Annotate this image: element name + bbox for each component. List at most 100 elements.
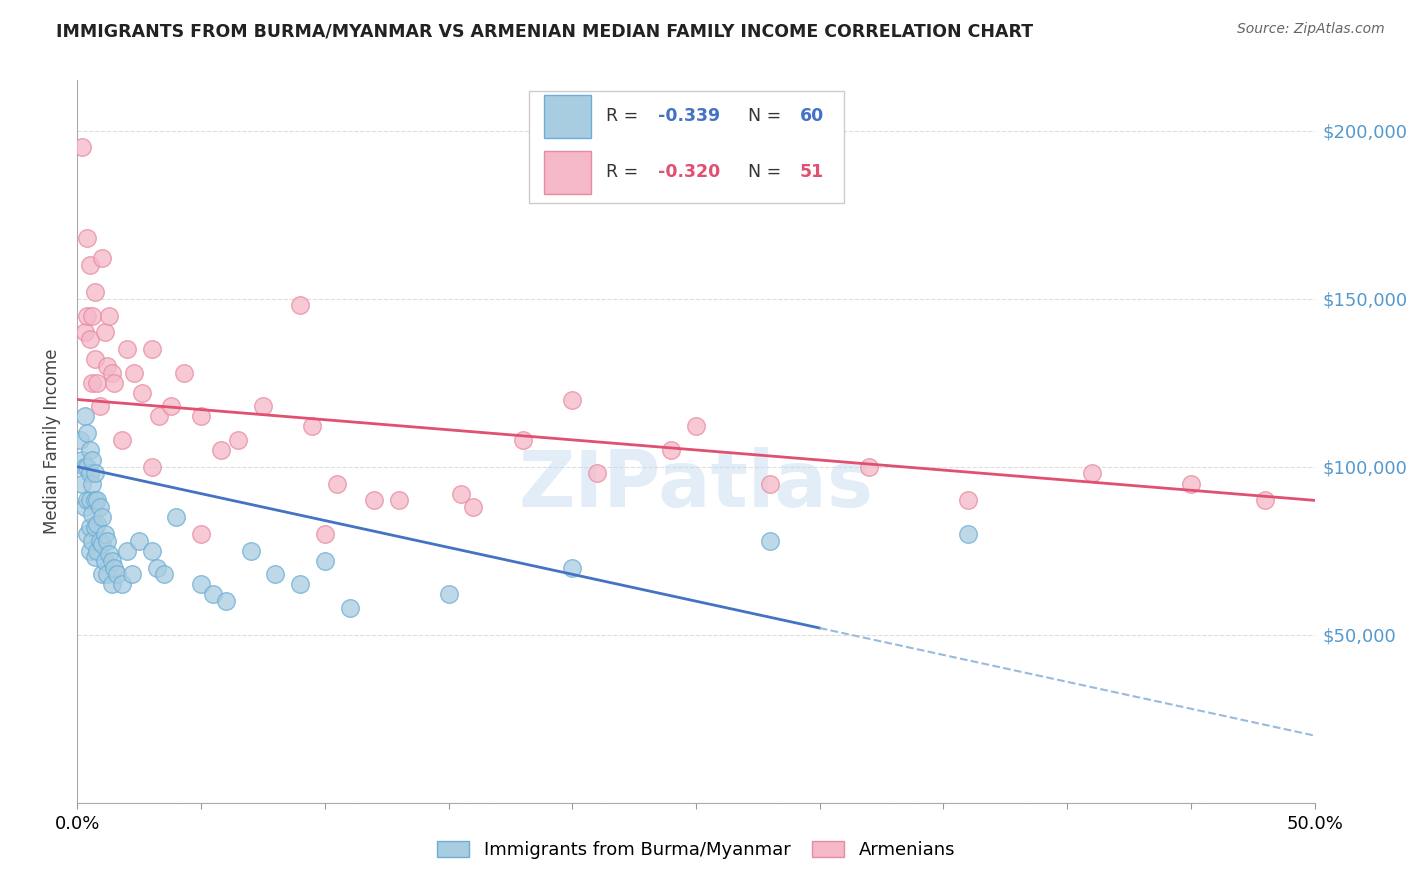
Point (463, 500, 485, 514)
Text: N =: N = (748, 107, 787, 125)
Point (115, 543, 138, 558)
Point (76, 459, 98, 474)
Point (82, 309, 104, 323)
Point (363, 493, 385, 508)
Text: ZIPatlas: ZIPatlas (519, 447, 873, 523)
Text: R =: R = (606, 107, 644, 125)
Text: N =: N = (748, 163, 787, 181)
Point (121, 567, 143, 582)
Point (72, 140, 94, 154)
Point (76, 231, 98, 245)
Point (288, 577, 311, 591)
Point (153, 567, 176, 582)
Point (83, 285, 105, 299)
Point (82, 507, 104, 521)
Point (79, 258, 101, 272)
Point (314, 527, 336, 541)
Point (190, 409, 212, 424)
Point (215, 594, 238, 608)
Point (79, 332, 101, 346)
Point (512, 433, 534, 447)
Point (858, 459, 880, 474)
Point (388, 493, 411, 508)
Point (190, 577, 212, 591)
Point (145, 560, 167, 574)
Point (148, 409, 170, 424)
Point (141, 459, 163, 474)
Point (339, 600, 361, 615)
Point (91, 537, 114, 551)
Point (93, 554, 115, 568)
Point (957, 527, 980, 541)
Point (86, 376, 108, 390)
Point (165, 510, 187, 524)
Point (93, 326, 115, 340)
Point (89, 399, 111, 413)
Point (89, 533, 111, 548)
Point (101, 554, 124, 568)
Point (239, 543, 262, 558)
Point (685, 419, 707, 434)
Point (98, 547, 121, 561)
Point (73, 326, 96, 340)
Point (111, 433, 134, 447)
Point (141, 342, 163, 356)
Point (72, 476, 94, 491)
Point (86, 543, 108, 558)
Point (89, 500, 111, 514)
Point (79, 493, 101, 508)
Point (190, 527, 212, 541)
Point (326, 476, 349, 491)
Point (561, 560, 583, 574)
Point (128, 533, 150, 548)
Point (72, 453, 94, 467)
Point (141, 543, 163, 558)
Point (82, 376, 104, 390)
Point (122, 366, 145, 380)
Point (759, 476, 782, 491)
Point (91, 567, 114, 582)
Point (79, 543, 101, 558)
Point (586, 467, 609, 481)
Point (659, 442, 682, 457)
Point (76, 527, 98, 541)
Point (209, 442, 232, 457)
Bar (544, 95, 591, 138)
Legend: Immigrants from Burma/Myanmar, Armenians: Immigrants from Burma/Myanmar, Armenians (429, 833, 963, 866)
Point (103, 560, 125, 574)
Point (301, 419, 323, 434)
Point (450, 486, 472, 500)
Point (83, 467, 105, 481)
Text: 60: 60 (800, 107, 824, 125)
Point (83, 352, 105, 367)
Point (79, 442, 101, 457)
Point (98, 309, 121, 323)
Point (314, 554, 336, 568)
Point (82, 476, 104, 491)
Point (83, 520, 105, 534)
Point (82, 533, 104, 548)
Point (73, 500, 96, 514)
Point (91, 252, 114, 266)
Point (437, 587, 460, 601)
Point (202, 587, 225, 601)
Point (561, 392, 583, 407)
Point (103, 376, 125, 390)
Point (73, 459, 96, 474)
Point (115, 342, 138, 356)
Point (252, 399, 274, 413)
Point (96, 567, 118, 582)
Point (93, 527, 115, 541)
Point (73, 409, 96, 424)
Point (86, 493, 108, 508)
Point (264, 567, 287, 582)
Point (111, 577, 134, 591)
Point (83, 550, 105, 565)
Text: -0.339: -0.339 (658, 107, 720, 125)
Point (759, 533, 782, 548)
Text: IMMIGRANTS FROM BURMA/MYANMAR VS ARMENIAN MEDIAN FAMILY INCOME CORRELATION CHART: IMMIGRANTS FROM BURMA/MYANMAR VS ARMENIA… (56, 22, 1033, 40)
Point (69, 433, 91, 447)
Point (957, 493, 980, 508)
Point (1180, 476, 1202, 491)
Point (82, 453, 104, 467)
